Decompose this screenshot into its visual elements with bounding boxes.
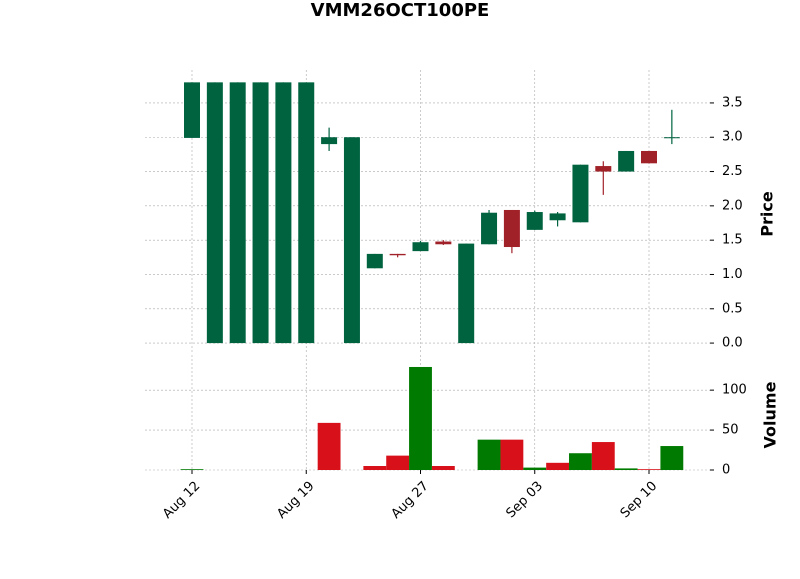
y-tick-label: 0.5	[722, 301, 743, 316]
volume-bar	[523, 467, 547, 470]
candle-body	[526, 212, 543, 230]
candle-body	[641, 150, 657, 164]
volume-axis-label: Volume	[761, 381, 780, 448]
y-tick-label: 3.0	[722, 130, 743, 145]
candle-body	[435, 241, 452, 245]
x-tick-label: Aug 19	[274, 479, 317, 522]
candle-body	[275, 82, 292, 344]
volume-bar	[660, 446, 684, 470]
candle-body	[595, 166, 612, 172]
volume-bar	[614, 468, 638, 470]
candle-body	[206, 82, 223, 344]
candle-body	[184, 82, 200, 138]
volume-tick-label: 100	[722, 383, 747, 398]
volume-bar	[386, 455, 410, 470]
x-tick-label: Sep 03	[503, 479, 546, 522]
candle-body	[412, 242, 429, 252]
volume-bar	[317, 422, 341, 470]
candle-body	[298, 82, 315, 344]
volume-bar	[591, 442, 615, 470]
volume-bar	[477, 439, 501, 470]
y-tick-label: 1.5	[722, 233, 743, 248]
candle-body	[572, 164, 589, 223]
volume-tick-label: 0	[722, 463, 730, 478]
candle-body	[481, 212, 498, 245]
volume-bar	[409, 366, 432, 470]
volume-bar	[500, 439, 524, 470]
candle-body	[663, 137, 680, 139]
volume-bar	[637, 469, 661, 470]
candle-body	[503, 209, 520, 248]
candle-body	[252, 82, 269, 344]
volume-bar	[569, 453, 592, 470]
candle-body	[458, 243, 475, 344]
y-tick-label: 3.5	[722, 95, 743, 110]
candle-body	[229, 82, 246, 344]
y-tick-label: 2.0	[722, 198, 743, 213]
candle-body	[321, 137, 338, 145]
candle-body	[549, 213, 566, 221]
volume-bar	[180, 469, 204, 470]
volume-bar	[546, 462, 570, 470]
candle-body	[618, 150, 635, 172]
x-tick-label: Aug 27	[389, 479, 432, 522]
y-tick-label: 1.0	[722, 267, 743, 282]
candle-body	[366, 253, 383, 269]
volume-bar	[363, 466, 387, 470]
x-tick-label: Aug 12	[160, 479, 203, 522]
y-axis-label: Price	[758, 191, 777, 237]
y-tick-label: 0.0	[722, 336, 743, 351]
volume-tick-label: 50	[722, 423, 739, 438]
chart-title: VMM26OCT100PE	[311, 0, 490, 21]
x-tick-label: Sep 10	[618, 479, 661, 522]
candle-body	[343, 137, 360, 344]
candle-body	[389, 253, 406, 256]
y-tick-label: 2.5	[722, 164, 743, 179]
volume-bar	[431, 466, 455, 470]
